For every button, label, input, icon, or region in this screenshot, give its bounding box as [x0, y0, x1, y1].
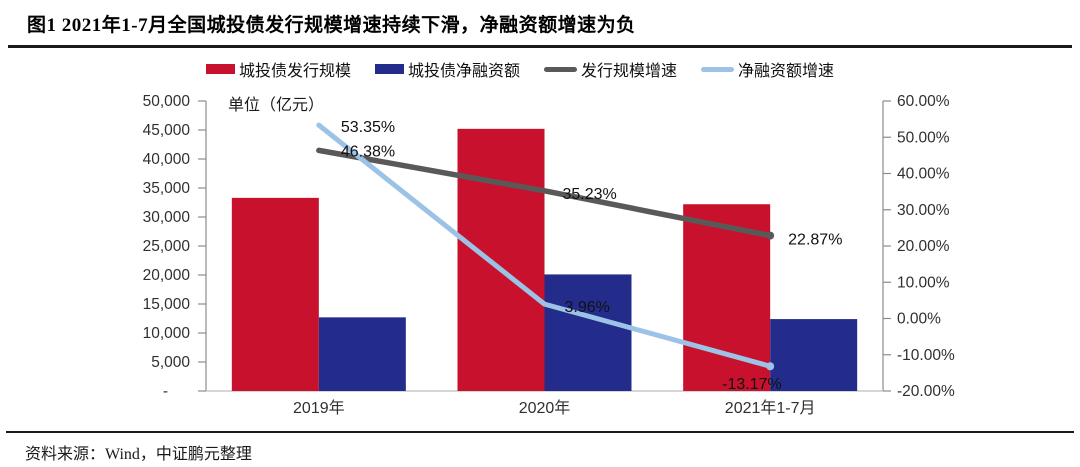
- right-axis-tick-label: 10.00%: [897, 274, 950, 291]
- left-axis-tick-label: 35,000: [143, 180, 191, 197]
- right-axis-tick-label: 0.00%: [897, 311, 941, 328]
- bar-segment: [318, 317, 406, 391]
- legend-line-swatch: [701, 66, 735, 72]
- data-label: 22.87%: [788, 232, 842, 249]
- left-axis-tick-label: 15,000: [143, 296, 191, 313]
- source-note: 资料来源：Wind，中证鹏元整理: [25, 446, 252, 463]
- legend-label: 城投债净融资额: [407, 63, 520, 80]
- left-axis-tick-label: 30,000: [143, 209, 191, 226]
- legend-item: 发行规模增速: [544, 57, 677, 81]
- right-axis-tick-label: 20.00%: [897, 238, 950, 255]
- data-label: 3.96%: [565, 299, 610, 316]
- legend-item: 城投债发行规模: [205, 57, 351, 81]
- trend-line: [316, 147, 773, 239]
- bar-segment: [544, 274, 632, 391]
- line-end-marker: [766, 231, 775, 240]
- x-axis-category-label: 2021年1-7月: [725, 399, 816, 417]
- left-axis-tick-label: 45,000: [143, 122, 191, 139]
- bar-segment: [231, 197, 319, 391]
- right-axis-tick-label: 60.00%: [897, 93, 950, 110]
- data-label: -13.17%: [722, 376, 782, 393]
- right-axis-tick-label: -20.00%: [897, 383, 955, 400]
- legend-item: 城投债净融资额: [374, 57, 520, 81]
- title-divider: [8, 45, 1072, 48]
- legend-label: 净融资额增速: [738, 63, 835, 80]
- left-axis-tick-label: 25,000: [143, 238, 191, 255]
- legend-item: 净融资额增速: [701, 57, 834, 81]
- legend-label: 发行规模增速: [581, 63, 678, 80]
- right-axis-tick-label: 30.00%: [897, 202, 950, 219]
- left-axis-tick-label: -: [163, 383, 168, 400]
- bar-segment: [770, 319, 858, 391]
- data-label: 46.38%: [341, 143, 395, 160]
- line-end-marker: [766, 362, 775, 371]
- x-axis-category-label: 2019年: [293, 399, 345, 417]
- legend-line-swatch: [544, 66, 577, 72]
- data-label: 53.35%: [341, 119, 395, 136]
- legend-bar-swatch: [374, 64, 404, 74]
- legend-bar-swatch: [205, 64, 235, 74]
- unit-label: 单位（亿元）: [228, 97, 325, 114]
- left-axis-tick-label: 10,000: [143, 325, 191, 342]
- bottom-divider: [6, 431, 1074, 433]
- data-label: 35.23%: [563, 186, 617, 203]
- chart-legend: 城投债发行规模 城投债净融资额 发行规模增速 净融资额增速: [0, 58, 1040, 80]
- right-axis-tick-label: 40.00%: [897, 166, 950, 183]
- left-axis-tick-label: 40,000: [143, 151, 191, 168]
- bar-segment: [457, 128, 545, 391]
- right-axis-tick-label: -10.00%: [897, 347, 955, 364]
- figure-title: 图1 2021年1-7月全国城投债发行规模增速持续下滑，净融资额增速为负: [27, 15, 636, 36]
- left-axis-tick-label: 5,000: [151, 354, 190, 371]
- trend-line: [316, 122, 773, 369]
- legend-label: 城投债发行规模: [238, 63, 351, 80]
- left-axis-tick-label: 20,000: [143, 267, 191, 284]
- left-axis-tick-label: 50,000: [143, 93, 191, 110]
- x-axis-category-label: 2020年: [519, 399, 571, 417]
- right-axis-tick-label: 50.00%: [897, 129, 950, 146]
